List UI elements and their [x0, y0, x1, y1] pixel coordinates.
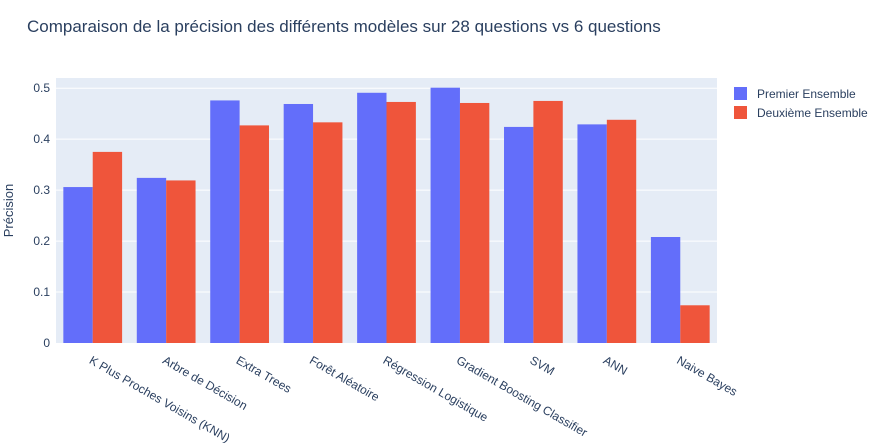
x-tick-label: Naive Bayes	[674, 353, 739, 399]
x-tick-label: ANN	[601, 353, 630, 378]
bar-deuxieme-5[interactable]	[459, 102, 490, 343]
legend-label: Premier Ensemble	[757, 86, 856, 101]
bar-premier-4[interactable]	[357, 92, 387, 344]
bar-deuxieme-7[interactable]	[606, 119, 637, 344]
y-tick-label: 0.5	[33, 81, 50, 95]
bar-deuxieme-1[interactable]	[166, 180, 196, 343]
legend: Premier Ensemble Deuxième Ensemble	[734, 84, 868, 122]
y-tick-label: 0.4	[33, 132, 50, 146]
bar-premier-5[interactable]	[430, 87, 460, 343]
y-tick-label: 0.2	[33, 234, 50, 248]
y-tick-label: 0	[43, 336, 50, 350]
bar-premier-7[interactable]	[577, 124, 607, 343]
x-tick-label: SVM	[527, 353, 557, 378]
bar-premier-6[interactable]	[504, 126, 534, 343]
bar-premier-3[interactable]	[283, 103, 314, 343]
bar-premier-2[interactable]	[210, 100, 240, 343]
bar-deuxieme-3[interactable]	[313, 122, 343, 343]
x-tick-label: Gradient Boosting Classifier	[454, 353, 590, 439]
x-tick-label: Extra Trees	[234, 353, 294, 396]
x-ticks: K Plus Proches Voisins (KNN)Arbre de Déc…	[87, 353, 740, 443]
y-tick-label: 0.1	[33, 285, 50, 299]
bar-premier-1[interactable]	[136, 177, 167, 343]
bar-premier-8[interactable]	[650, 237, 681, 343]
bar-premier-0[interactable]	[63, 187, 93, 343]
bar-deuxieme-0[interactable]	[92, 151, 123, 343]
legend-item-series-1[interactable]: Deuxième Ensemble	[734, 103, 868, 122]
legend-swatch	[734, 106, 747, 119]
bar-deuxieme-4[interactable]	[386, 101, 416, 343]
bar-deuxieme-6[interactable]	[533, 100, 563, 343]
x-tick-label: K Plus Proches Voisins (KNN)	[87, 353, 233, 443]
y-axis-label: Précision	[1, 184, 16, 237]
x-tick-label: Forêt Aléatoire	[307, 353, 382, 404]
y-tick-label: 0.3	[33, 183, 50, 197]
bar-deuxieme-8[interactable]	[680, 305, 710, 343]
chart-title: Comparaison de la précision des différen…	[27, 17, 661, 36]
bars	[63, 87, 710, 344]
legend-item-series-0[interactable]: Premier Ensemble	[734, 84, 868, 103]
legend-swatch	[734, 87, 747, 100]
legend-label: Deuxième Ensemble	[757, 105, 868, 120]
bar-deuxieme-2[interactable]	[239, 125, 269, 344]
y-ticks: 0 0.1 0.2 0.3 0.4 0.5	[33, 81, 50, 350]
